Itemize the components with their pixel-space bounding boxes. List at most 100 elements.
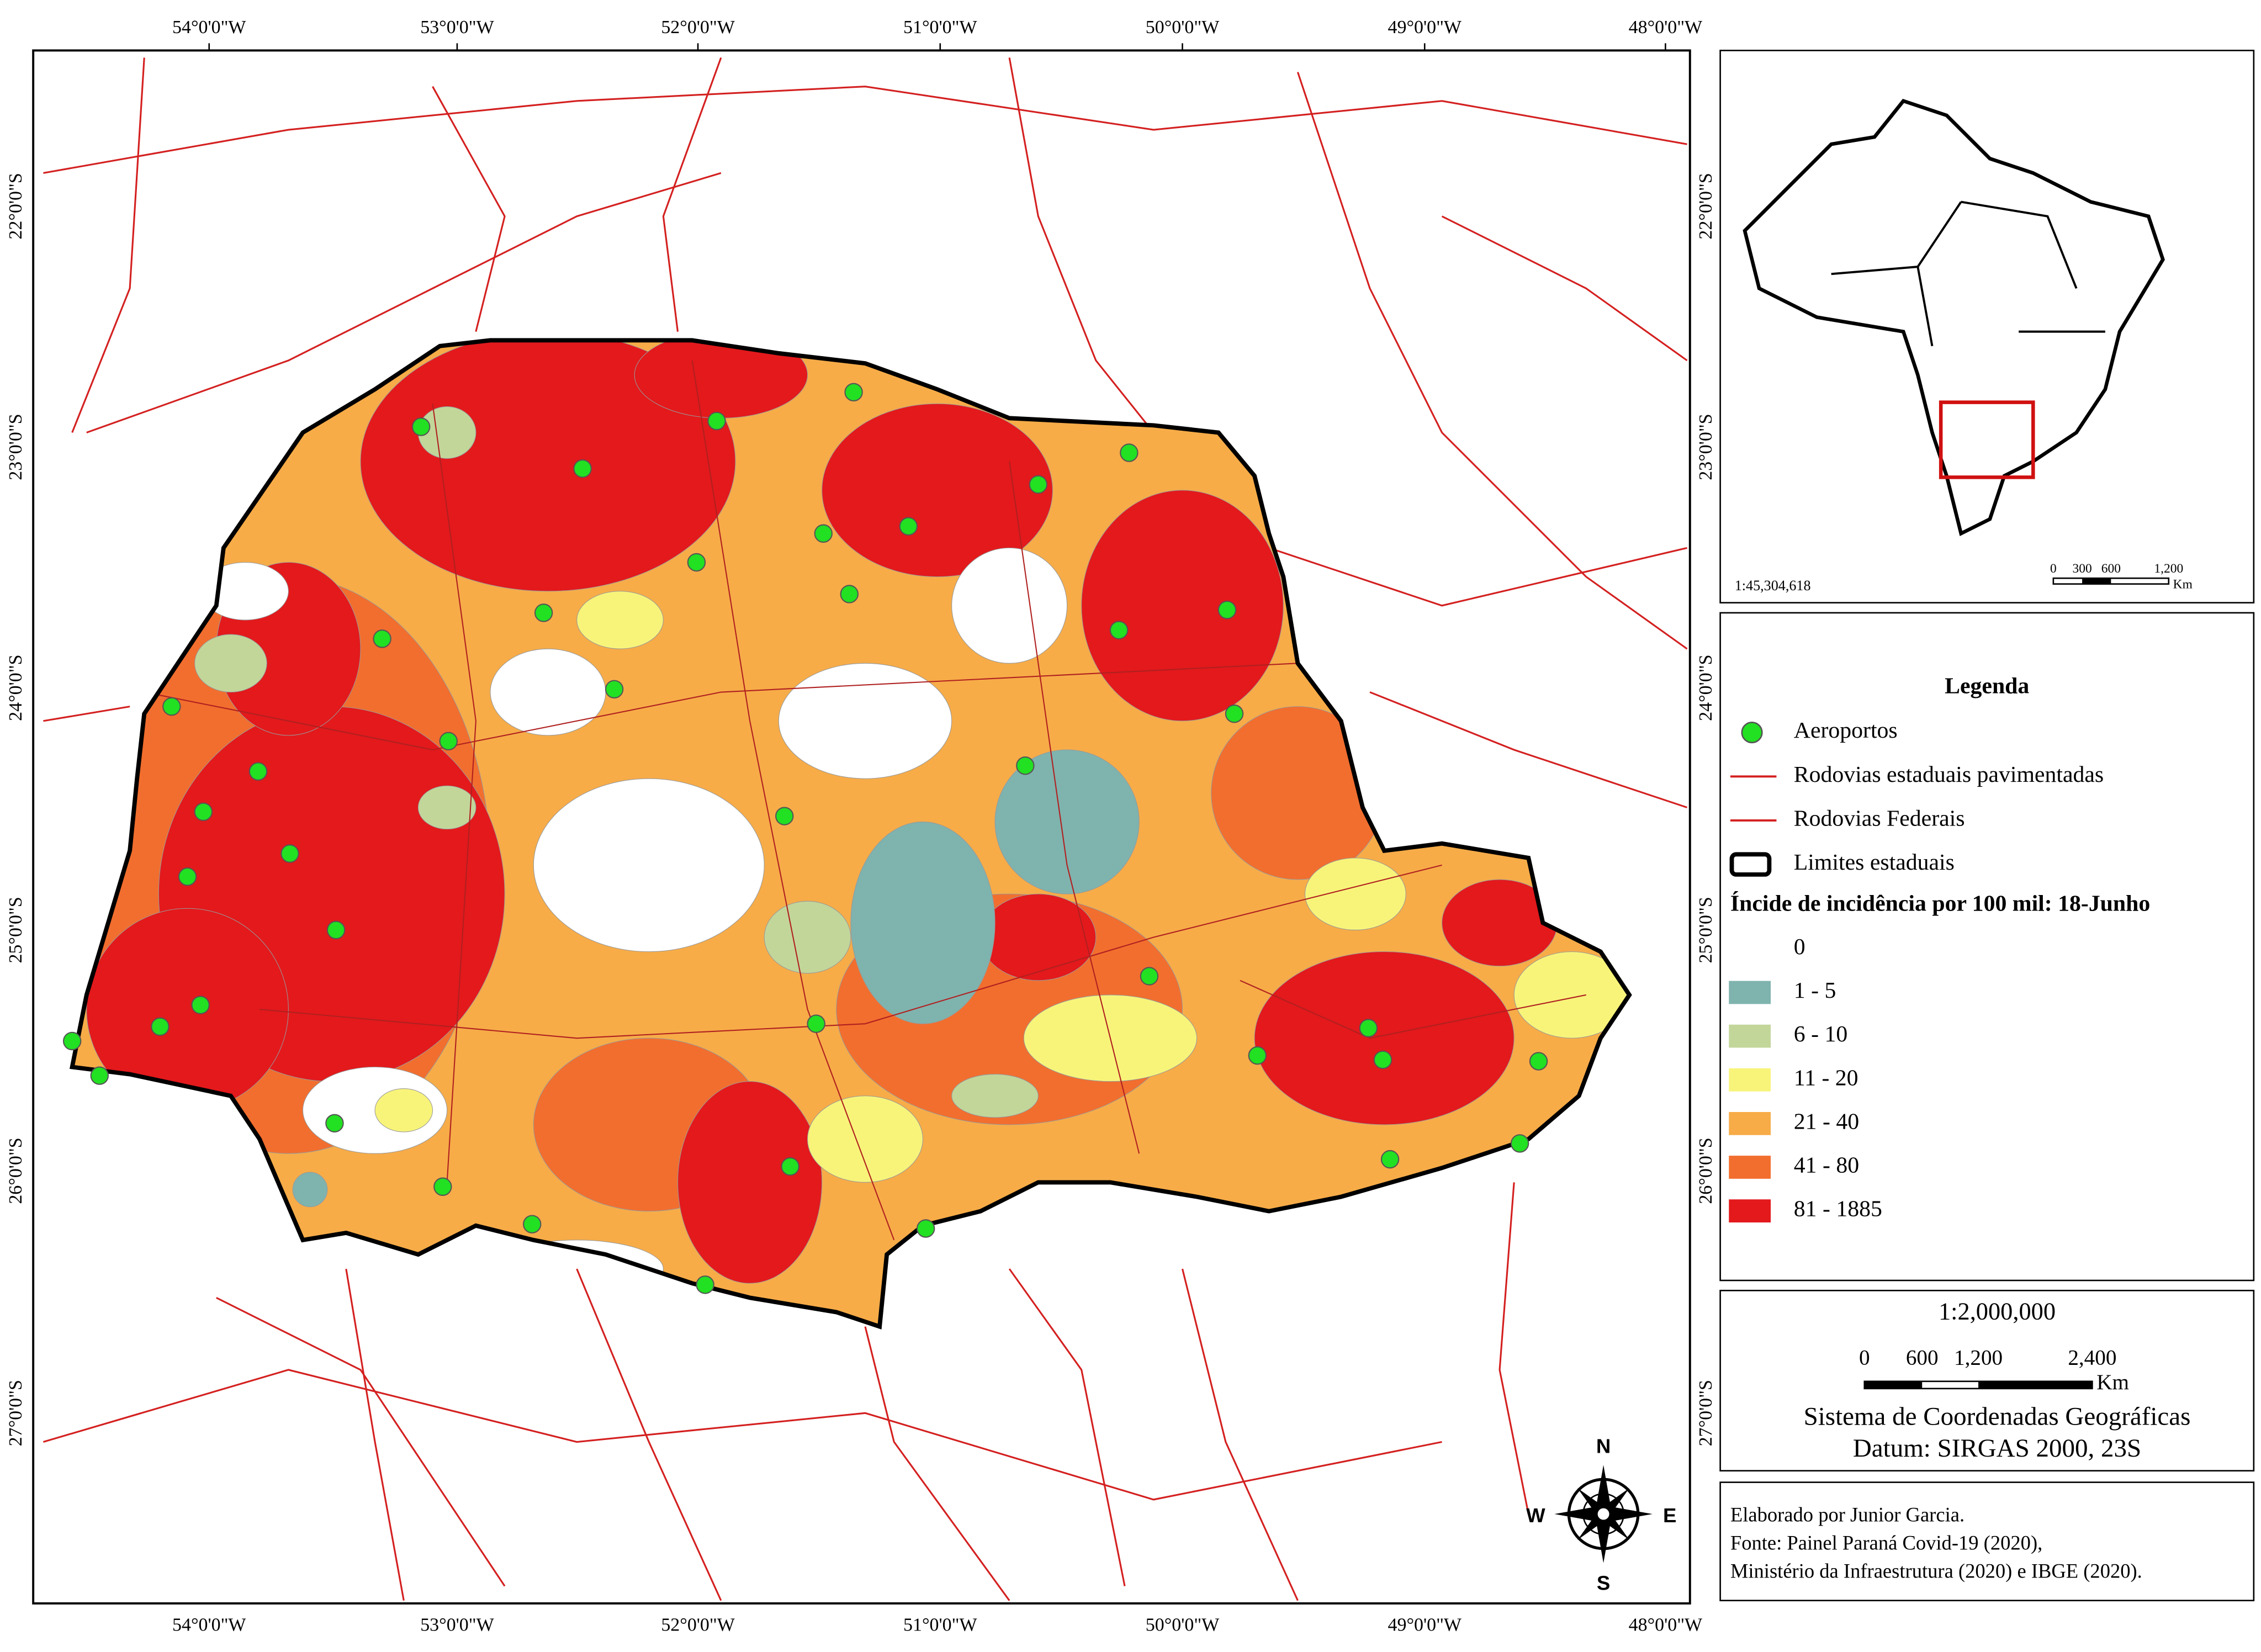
region: [951, 547, 1068, 664]
region: [994, 749, 1140, 894]
airport: [605, 680, 624, 699]
datum: Datum: SIRGAS 2000, 23S: [1853, 1434, 2141, 1463]
compass-n: N: [1596, 1435, 1611, 1458]
scale-label: 2,400: [2068, 1346, 2116, 1370]
inset-scale-unit: Km: [2173, 578, 2193, 592]
airport: [1120, 443, 1139, 462]
region: [980, 893, 1097, 981]
airport: [1510, 1134, 1529, 1153]
legend-swatch: [1729, 1068, 1771, 1092]
region: [360, 340, 736, 592]
inset-scale-label: 1,200: [2154, 562, 2183, 576]
airport: [1217, 600, 1237, 620]
compass-e: E: [1663, 1504, 1676, 1527]
lat-label-right: 24°0'0"S: [1696, 655, 1716, 721]
lat-label-left: 25°0'0"S: [6, 897, 26, 963]
region: [292, 1172, 328, 1208]
scale-ratio: 1:2,000,000: [1939, 1297, 2056, 1325]
airport: [707, 411, 726, 431]
airport: [807, 1014, 825, 1033]
legend-class-label: 81 - 1885: [1794, 1196, 1882, 1222]
airport: [191, 996, 210, 1014]
airport: [840, 585, 859, 603]
compass-w: W: [1526, 1504, 1545, 1527]
credit-line: Ministério da Infraestrutura (2020) e IB…: [1730, 1560, 2142, 1582]
airport: [573, 459, 592, 478]
airport: [411, 417, 431, 436]
lon-label-bottom: 49°0'0"W: [1388, 1615, 1462, 1635]
compass-s: S: [1597, 1572, 1610, 1595]
airport: [326, 920, 346, 940]
airport: [151, 1017, 170, 1036]
region: [374, 1088, 433, 1132]
airport: [916, 1219, 935, 1238]
airport: [373, 629, 391, 648]
scale-label: 600: [1906, 1346, 1939, 1370]
airport: [1225, 704, 1244, 723]
lon-label-bottom: 48°0'0"W: [1629, 1615, 1702, 1635]
lat-label-right: 27°0'0"S: [1696, 1380, 1716, 1446]
airport: [280, 844, 299, 863]
lon-label-top: 50°0'0"W: [1146, 17, 1219, 38]
airport: [1373, 1050, 1392, 1069]
lat-label-right: 26°0'0"S: [1696, 1137, 1716, 1204]
lat-label-left: 22°0'0"S: [6, 173, 26, 239]
region: [807, 1095, 923, 1183]
legend-class-label: 0: [1794, 934, 1805, 960]
airport: [194, 802, 213, 821]
region: [778, 663, 952, 779]
region: [822, 403, 1053, 578]
airport: [1380, 1150, 1400, 1169]
airport: [844, 383, 863, 402]
credits: Elaborado por Junior Garcia. Fonte: Paine…: [1730, 1503, 2142, 1582]
airport: [775, 807, 794, 825]
crs: Sistema de Coordenadas Geográficas: [1804, 1402, 2191, 1431]
legend-class-label: 41 - 80: [1794, 1153, 1859, 1178]
legend-symbol: [1741, 722, 1763, 744]
credits-frame: [1719, 1481, 2255, 1602]
region: [951, 1074, 1039, 1118]
region: [850, 822, 996, 1024]
legend-swatch: [1729, 1111, 1771, 1135]
compass: N S E W: [1526, 1435, 1676, 1595]
legend-swatch: [1729, 1024, 1771, 1048]
legend-swatch: [1729, 1199, 1771, 1223]
region: [677, 1081, 823, 1284]
airport: [1109, 621, 1129, 639]
inset-states: [1831, 200, 2105, 347]
legend-class-label: 1 - 5: [1794, 978, 1836, 1003]
lon-label-bottom: 51°0'0"W: [903, 1615, 977, 1635]
airport: [325, 1114, 344, 1133]
region: [576, 591, 664, 649]
airport: [1029, 475, 1048, 494]
inset-scale-ratio: 1:45,304,618: [1735, 578, 1811, 594]
airport: [439, 732, 458, 751]
brazil-outline: [1743, 98, 2165, 536]
airport: [62, 1031, 82, 1051]
airport: [433, 1177, 452, 1196]
legend-label: Limites estaduais: [1794, 850, 1955, 875]
airport: [1016, 756, 1035, 775]
credit-line: Fonte: Painel Paraná Covid-19 (2020),: [1730, 1532, 2042, 1554]
roads: [43, 57, 1688, 1601]
lat-label-right: 23°0'0"S: [1696, 414, 1716, 480]
legend-label: Rodovias Federais: [1794, 806, 1965, 832]
lon-label-top: 49°0'0"W: [1388, 17, 1462, 38]
region: [533, 778, 765, 952]
airport: [523, 1215, 542, 1233]
airport: [1529, 1052, 1548, 1071]
region: [764, 901, 851, 974]
airport: [248, 762, 268, 781]
lon-label-top: 48°0'0"W: [1629, 17, 1702, 38]
incidence-regions: [72, 340, 1630, 1327]
legend-class-label: 21 - 40: [1794, 1109, 1859, 1134]
region: [1304, 857, 1406, 930]
legend-swatch: [1729, 1156, 1771, 1179]
inset-scale-label: 0: [2050, 562, 2057, 576]
inset-scale-label: 600: [2101, 562, 2121, 576]
legend-class-label: 11 - 20: [1794, 1065, 1858, 1090]
inset-extent: [1939, 400, 2035, 479]
legend-label: Rodovias estaduais pavimentadas: [1794, 762, 2104, 787]
lat-label-right: 22°0'0"S: [1696, 173, 1716, 239]
